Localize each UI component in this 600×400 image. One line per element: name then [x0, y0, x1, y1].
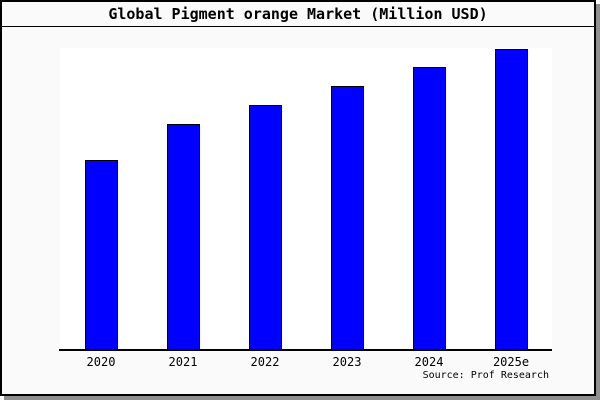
x-tick-label-2025e: 2025e [492, 355, 530, 369]
x-tick-label-2021: 2021 [168, 355, 198, 369]
source-credit: Source: Prof Research [422, 370, 549, 381]
bar-2021 [166, 124, 200, 349]
plot-area [59, 48, 552, 351]
bar-2024 [412, 67, 446, 349]
bar-2022 [248, 105, 282, 349]
x-axis-line [59, 349, 552, 351]
x-tick-label-2024: 2024 [414, 355, 444, 369]
x-tick-label-2023: 2023 [332, 355, 362, 369]
x-tick-label-2022: 2022 [250, 355, 280, 369]
bar-slot-2020 [60, 48, 142, 349]
bar-2025e [494, 49, 528, 349]
bar-2023 [330, 86, 364, 349]
bar-2020 [84, 160, 118, 349]
bar-slot-2022 [224, 48, 306, 349]
bars-row [60, 48, 552, 349]
bar-slot-2023 [306, 48, 388, 349]
chart-title: Global Pigment orange Market (Million US… [2, 2, 594, 27]
x-tick-label-2020: 2020 [86, 355, 116, 369]
x-axis-labels: 2020 2021 2022 2023 2024 2025e [60, 352, 552, 369]
bar-slot-2021 [142, 48, 224, 349]
bar-slot-2024 [388, 48, 470, 349]
bar-slot-2025e [470, 48, 552, 349]
